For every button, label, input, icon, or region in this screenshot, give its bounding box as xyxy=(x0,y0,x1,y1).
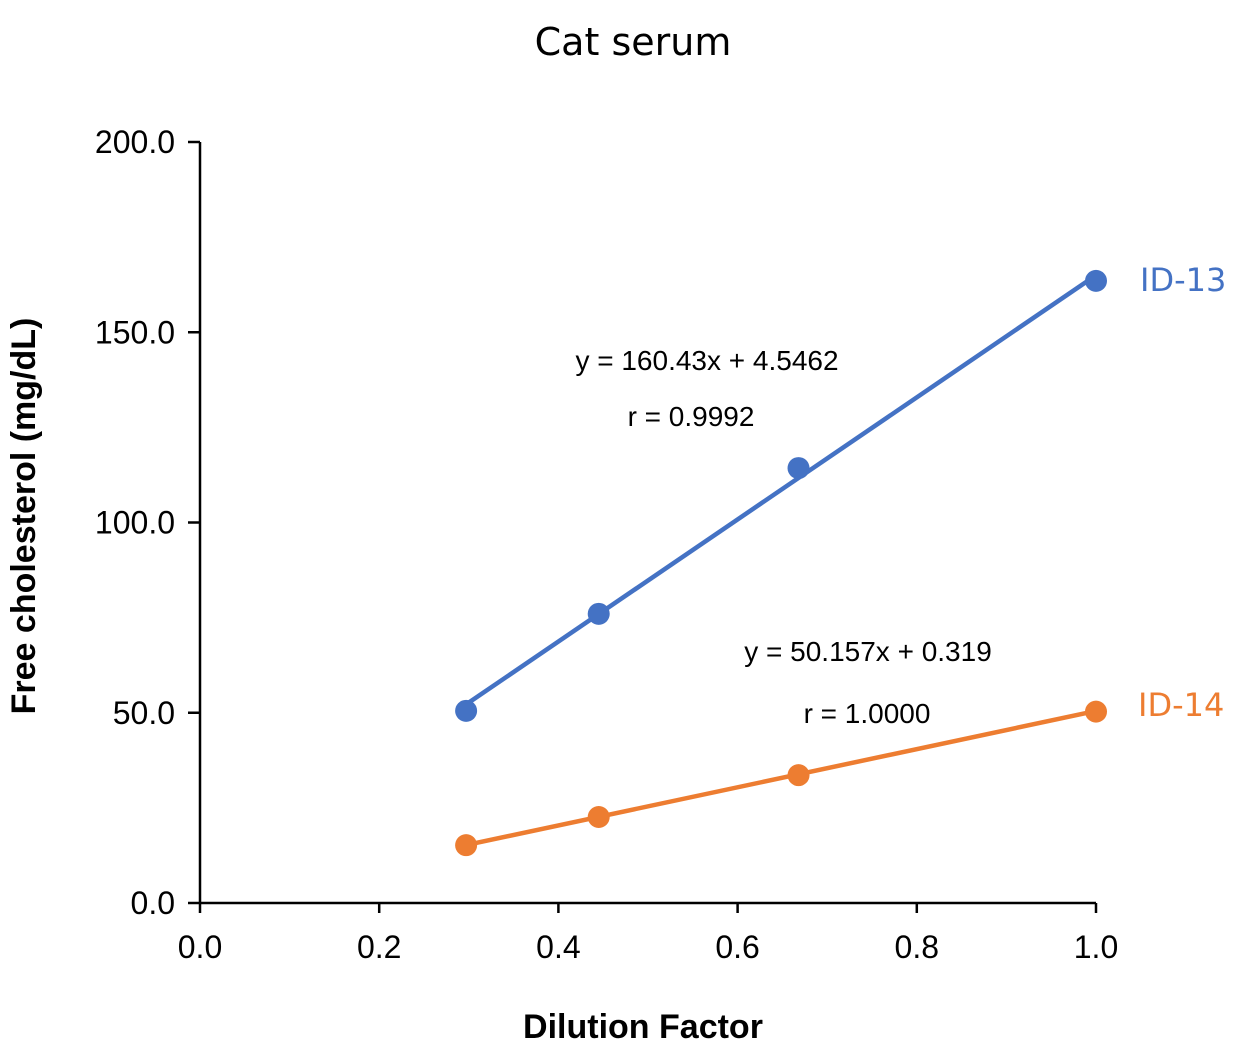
x-tick-label: 0.0 xyxy=(178,929,222,965)
id13-trendline xyxy=(464,273,1098,707)
axes xyxy=(198,142,1096,905)
id14-data-point xyxy=(587,806,610,829)
id14-r-value: r = 1.0000 xyxy=(804,698,931,729)
id14-data-point xyxy=(1085,700,1107,723)
y-axis-label: Free cholesterol (mg/dL) xyxy=(5,318,43,715)
x-tick-label: 0.6 xyxy=(715,929,759,965)
y-tick-label: 0.0 xyxy=(131,885,175,921)
x-tick-label: 0.2 xyxy=(357,929,401,965)
data-points xyxy=(455,269,1107,857)
id14-data-point xyxy=(455,834,478,857)
ticks: 0.0 0.2 0.4 0.6 0.8 1.0 0.0 50.0 100.0 150.0 200.0 xyxy=(95,124,1118,965)
x-axis-label: Dilution Factor xyxy=(523,1008,763,1046)
x-tick-label: 0.4 xyxy=(536,929,580,965)
id13-data-point xyxy=(587,602,610,625)
y-tick-label: 100.0 xyxy=(95,505,175,541)
id13-data-point xyxy=(1085,269,1107,292)
y-tick-label: 50.0 xyxy=(113,695,175,731)
y-tick-label: 200.0 xyxy=(95,124,175,160)
series-label-id14: ID-14 xyxy=(1138,686,1224,724)
trendlines xyxy=(464,273,1098,848)
id13-equation: y = 160.43x + 4.5462 xyxy=(575,345,838,376)
y-tick-label: 150.0 xyxy=(95,314,175,350)
id13-data-point xyxy=(455,699,478,722)
id13-r-value: r = 0.9992 xyxy=(628,401,755,432)
id14-trendline xyxy=(465,708,1097,848)
id14-data-point xyxy=(787,764,810,787)
id14-equation: y = 50.157x + 0.319 xyxy=(744,636,992,667)
x-tick-label: 1.0 xyxy=(1074,929,1118,965)
chart-title: Cat serum xyxy=(535,20,732,64)
series-label-id13: ID-13 xyxy=(1140,261,1226,299)
id13-data-point xyxy=(787,457,810,480)
x-tick-label: 0.8 xyxy=(895,929,939,965)
